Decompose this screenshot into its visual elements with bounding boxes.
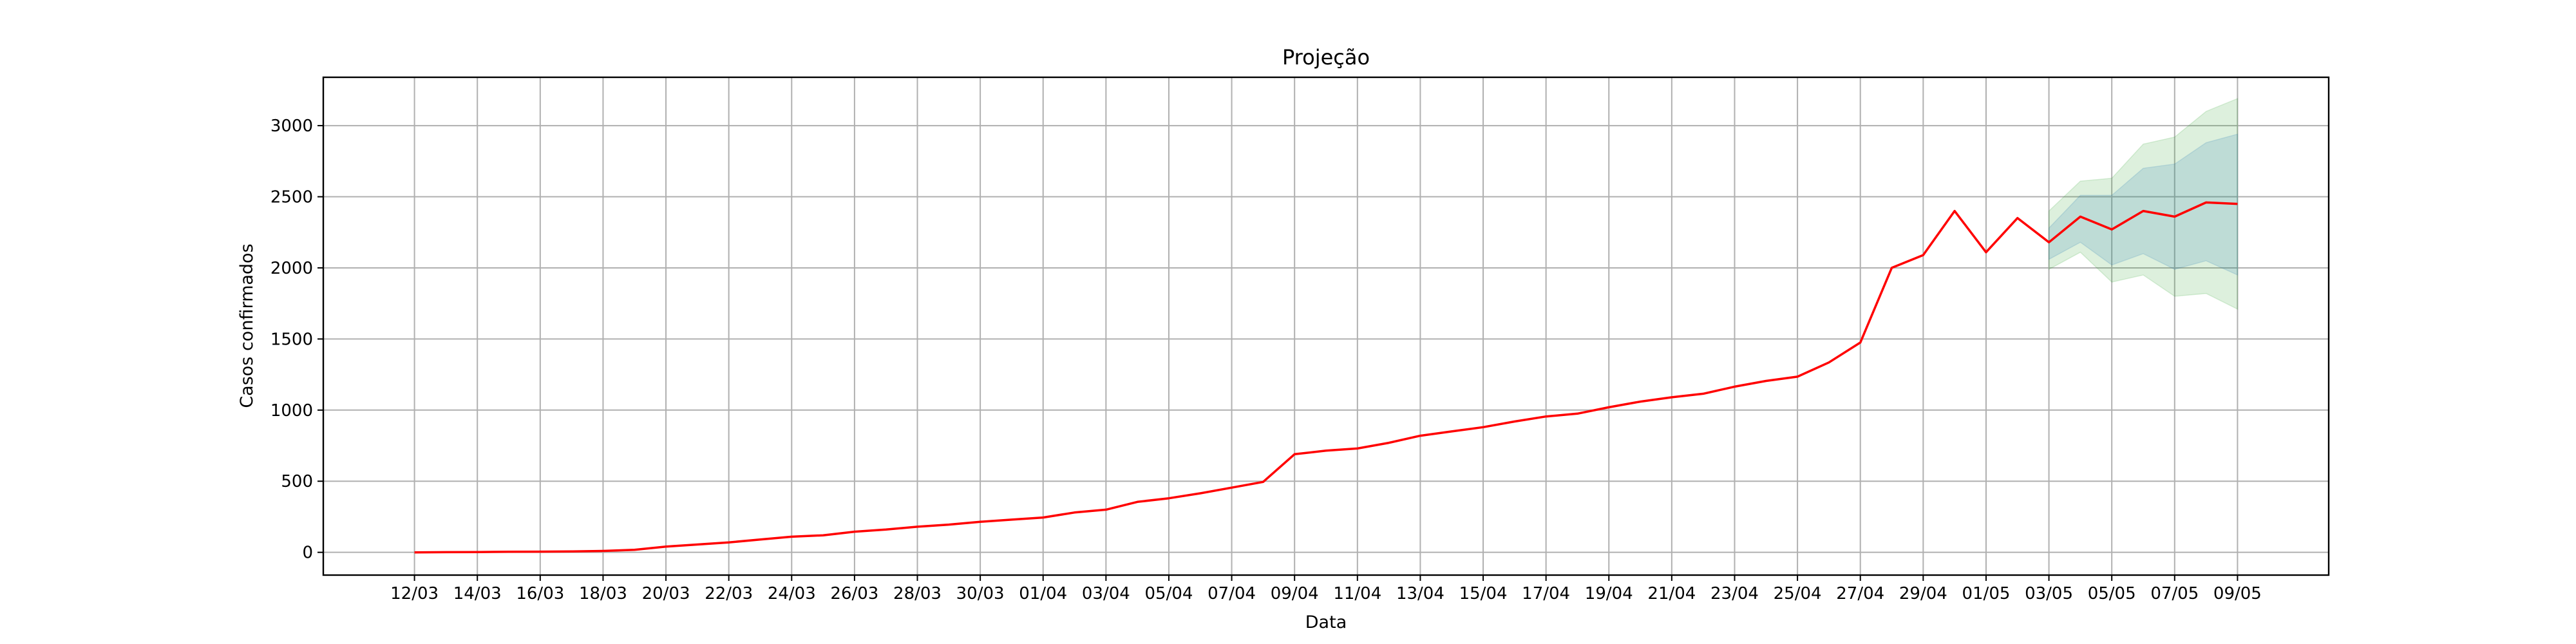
- x-tick-label: 29/04: [1899, 584, 1947, 603]
- x-tick-label: 11/04: [1333, 584, 1381, 603]
- x-tick-label: 05/04: [1144, 584, 1193, 603]
- confidence-band-0: [2048, 97, 2239, 310]
- y-tick-label: 2500: [270, 188, 313, 207]
- x-tick-label: 15/04: [1459, 584, 1508, 603]
- y-axis-label: Casos confirmados: [237, 243, 257, 408]
- x-tick-label: 28/03: [893, 584, 942, 603]
- grid: [323, 77, 2329, 575]
- x-tick-label: 16/03: [516, 584, 564, 603]
- x-tick-label: 19/04: [1585, 584, 1633, 603]
- chart-title: Projeção: [1282, 45, 1370, 70]
- x-tick-label: 07/04: [1208, 584, 1256, 603]
- x-tick-label: 21/04: [1647, 584, 1696, 603]
- x-tick-label: 25/04: [1774, 584, 1822, 603]
- x-tick-label: 03/04: [1082, 584, 1130, 603]
- x-tick-label: 18/03: [579, 584, 627, 603]
- y-tick-label: 2000: [270, 259, 313, 278]
- x-tick-label: 09/05: [2213, 584, 2262, 603]
- confidence-band-1: [2048, 133, 2239, 276]
- x-tick-label: 09/04: [1271, 584, 1319, 603]
- x-tick-label: 01/04: [1019, 584, 1067, 603]
- series-line-0: [414, 201, 2238, 554]
- x-tick-label: 05/05: [2088, 584, 2136, 603]
- series-lines: [414, 201, 2238, 554]
- confidence-bands: [2048, 97, 2239, 310]
- y-tick-label: 0: [302, 544, 313, 563]
- x-tick-label: 30/03: [956, 584, 1005, 603]
- x-tick-label: 01/05: [1962, 584, 2010, 603]
- plot-frame: [322, 76, 2330, 576]
- x-tick-label: 13/04: [1396, 584, 1444, 603]
- x-tick-label: 03/05: [2025, 584, 2073, 603]
- y-tick-label: 1000: [270, 401, 313, 421]
- x-axis: 12/03 14/03 16/03 18/03 20/03 22/03 24/03 26/03…: [390, 575, 2262, 603]
- y-tick-label: 1500: [270, 330, 313, 349]
- x-tick-label: 22/03: [705, 584, 753, 603]
- y-axis: 0 500 1000 1500 2000 2500 3000: [270, 117, 323, 563]
- x-tick-label: 17/04: [1522, 584, 1570, 603]
- x-axis-label: Data: [1305, 612, 1347, 632]
- y-tick-label: 3000: [270, 117, 313, 136]
- x-tick-label: 20/03: [642, 584, 690, 603]
- x-tick-label: 07/05: [2150, 584, 2199, 603]
- y-tick-label: 500: [281, 472, 313, 491]
- x-tick-label: 27/04: [1836, 584, 1884, 603]
- x-tick-label: 12/03: [390, 584, 439, 603]
- x-tick-label: 14/03: [453, 584, 502, 603]
- x-tick-label: 23/04: [1710, 584, 1759, 603]
- x-tick-label: 26/03: [830, 584, 878, 603]
- x-tick-label: 24/03: [768, 584, 816, 603]
